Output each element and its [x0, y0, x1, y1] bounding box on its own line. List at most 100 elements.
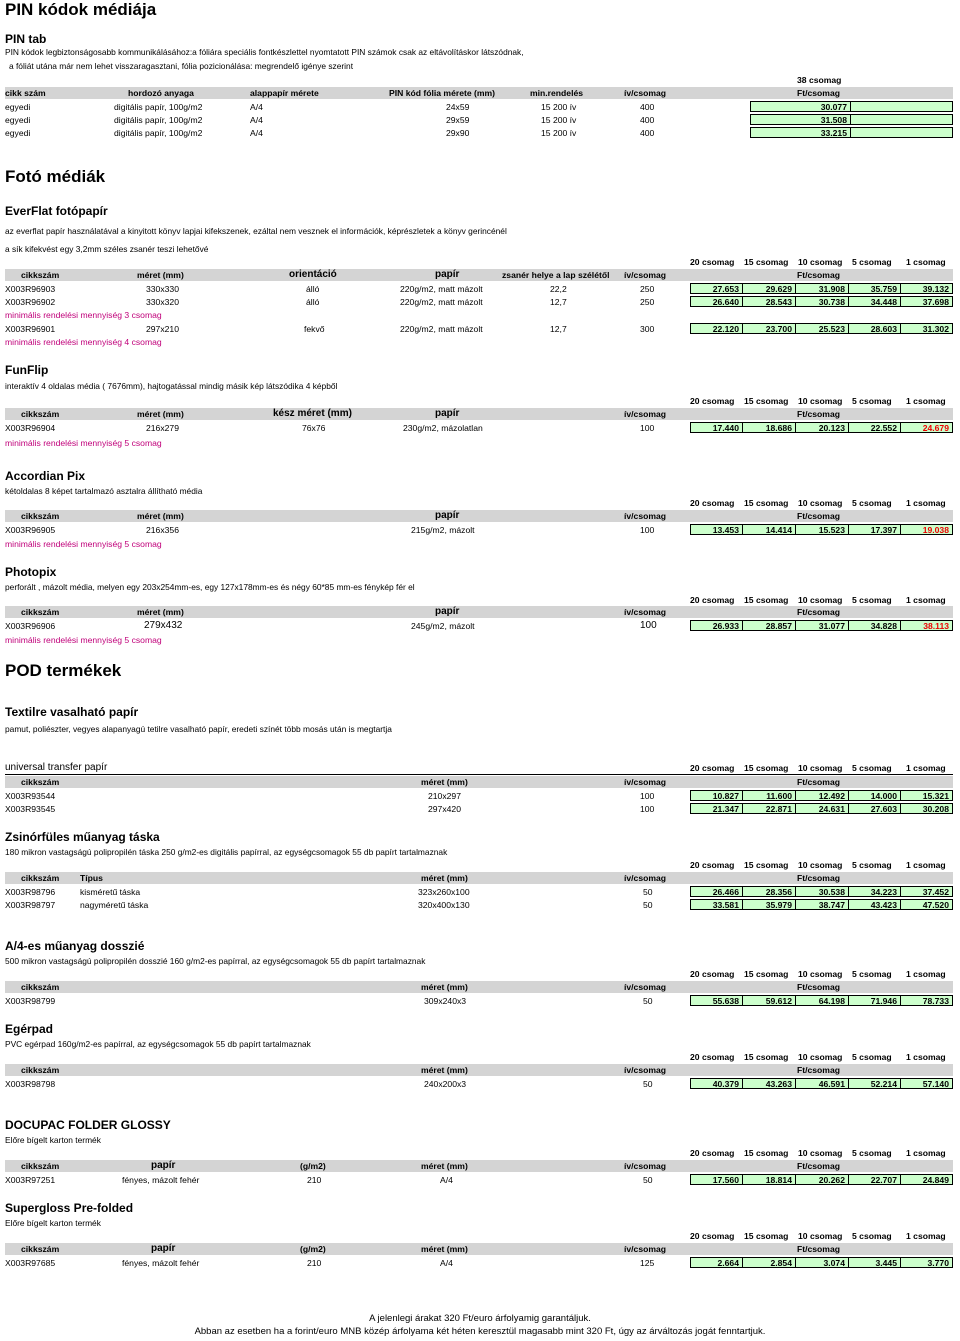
column-header: méret (mm): [421, 1065, 468, 1075]
cell-hinge: 22,2: [550, 284, 567, 294]
table-header: cikkszám méret (mm) orientáció papír zsa…: [5, 269, 953, 281]
column-header: min.rendelés: [530, 88, 584, 98]
cell-size: A/4: [440, 1175, 453, 1185]
cell-price: 18.686: [742, 422, 796, 433]
cell-size: 240x200x3: [424, 1079, 467, 1089]
tier-label: 20 csomag: [690, 498, 735, 508]
table-row: egyedi digitális papír, 100g/m2 A/4 29x5…: [0, 114, 960, 127]
cell-price: 18.814: [742, 1174, 796, 1185]
footer-note: A jelenlegi árakat 320 Ft/euro árfolyami…: [369, 1313, 591, 1324]
product-description: interaktív 4 oldalas média ( 7676mm), ha…: [5, 381, 338, 391]
min-order-note: minimális rendelési mennyiség 5 csomag: [5, 438, 162, 448]
cell-paper: fényes, mázolt fehér: [122, 1175, 200, 1185]
column-header: ív/csomag: [624, 607, 667, 617]
cell-price: 64.198: [795, 995, 849, 1006]
column-header: Ft/csomag: [797, 777, 840, 787]
cell-code: X003R98796: [5, 887, 56, 897]
product-heading-accordian-pix: Accordian Pix: [5, 469, 86, 483]
table-row: X003R96906 279x432 245g/m2, mázolt 100 2…: [0, 620, 960, 633]
cell-material: digitális papír, 100g/m2: [114, 102, 203, 112]
cell-empty: [850, 127, 953, 138]
column-header: cikkszám: [21, 777, 60, 787]
min-order-note: minimális rendelési mennyiség 5 csomag: [5, 635, 162, 645]
tier-label: 20 csomag: [690, 860, 735, 870]
tier-label: 10 csomag: [798, 257, 843, 267]
tier-label: 15 csomag: [744, 763, 789, 773]
cell-price: 2.664: [690, 1257, 743, 1268]
quantity-tiers: 20 csomag 15 csomag 10 csomag 5 csomag 1…: [690, 396, 950, 407]
cell-price: 43.263: [742, 1078, 796, 1089]
cell-price: 34.223: [848, 886, 901, 897]
column-header: Ft/csomag: [797, 270, 840, 280]
column-header: ív/csomag: [624, 873, 667, 883]
tier-label: 1 csomag: [906, 595, 946, 605]
cell-paper: 230g/m2, mázolatlan: [403, 423, 483, 433]
tier-label: 5 csomag: [852, 498, 892, 508]
cell-size: A/4: [250, 115, 263, 125]
section-title-foto: Fotó médiák: [5, 167, 106, 186]
cell-paper: 220g/m2, matt mázolt: [400, 324, 483, 334]
tier-label: 15 csomag: [744, 969, 789, 979]
product-description: PVC egérpad 160g/m2-es papírral, az egys…: [5, 1039, 311, 1049]
cell-sheets: 250: [640, 297, 655, 307]
cell-type: nagyméretű táska: [80, 900, 149, 910]
tier-label: 1 csomag: [906, 257, 946, 267]
footer-note: Abban az esetben ha a forint/euro MNB kö…: [194, 1326, 766, 1337]
cell-size: 320x400x130: [418, 900, 470, 910]
cell-size: 297x420: [428, 804, 461, 814]
product-heading-folder: A/4-es műanyag dosszié: [5, 939, 145, 953]
cell-price: 27.603: [848, 803, 901, 814]
table-row: X003R98799 309x240x3 50 55.638 59.612 64…: [0, 995, 960, 1008]
section-title-pod: POD termékek: [5, 661, 122, 680]
cell-price: 31.508: [750, 114, 851, 125]
tier-label: 15 csomag: [744, 1148, 789, 1158]
cell-price: 37.452: [900, 886, 953, 897]
column-header: kész méret (mm): [273, 408, 352, 419]
cell-sheets: 250: [640, 284, 655, 294]
column-header: (g/m2): [300, 1244, 326, 1254]
cell-price: 47.520: [900, 899, 953, 910]
product-heading-funflip: FunFlip: [5, 363, 49, 377]
cell-price: 46.591: [795, 1078, 849, 1089]
cell-paper: 220g/m2, matt mázolt: [400, 284, 483, 294]
column-header: Ft/csomag: [797, 873, 840, 883]
quantity-tiers: 20 csomag 15 csomag 10 csomag 5 csomag 1…: [690, 1052, 950, 1063]
cell-code: X003R97685: [5, 1258, 56, 1268]
column-header: alappapír mérete: [250, 88, 319, 98]
cell-price: 30.077: [750, 101, 851, 112]
cell-code: egyedi: [5, 128, 31, 138]
cell-hinge: 12,7: [550, 297, 567, 307]
product-heading-textile: Textilre vasalható papír: [5, 705, 139, 719]
cell-price: 22.871: [742, 803, 796, 814]
tier-label: 5 csomag: [852, 969, 892, 979]
cell-price: 13.453: [690, 524, 743, 535]
cell-price: 31.302: [900, 323, 953, 334]
cell-size: A/4: [440, 1258, 453, 1268]
table-header: cikkszám méret (mm) kész méret (mm) papí…: [5, 408, 953, 420]
column-header: hordozó anyaga: [128, 88, 194, 98]
table-row: X003R96901 297x210 fekvő 220g/m2, matt m…: [0, 323, 960, 336]
product-description: 180 mikron vastagságú polipropilén táska…: [5, 847, 448, 857]
column-header: PIN kód fólia mérete (mm): [389, 88, 496, 98]
cell-price: 2.854: [742, 1257, 796, 1268]
column-header: Ft/csomag: [797, 511, 840, 521]
cell-paper: fényes, mázolt fehér: [122, 1258, 200, 1268]
cell-price: 57.140: [900, 1078, 953, 1089]
cell-price: 43.423: [848, 899, 901, 910]
table-header: cikkszám Típus méret (mm) ív/csomag Ft/c…: [5, 872, 953, 884]
tier-label: 20 csomag: [690, 396, 735, 406]
tier-label: 1 csomag: [906, 1148, 946, 1158]
cell-price: 34.828: [848, 620, 901, 631]
cell-price: 34.448: [848, 296, 901, 307]
tier-label: 15 csomag: [744, 595, 789, 605]
cell-gsm: 210: [307, 1258, 322, 1268]
product-heading-photopix: Photopix: [5, 565, 57, 579]
column-header: Ft/csomag: [797, 1065, 840, 1075]
cell-price: 17.440: [690, 422, 743, 433]
cell-material: digitális papír, 100g/m2: [114, 115, 203, 125]
tier-label: 15 csomag: [744, 257, 789, 267]
tier-label: 15 csomag: [744, 1231, 789, 1241]
cell-code: X003R98798: [5, 1079, 56, 1089]
table-row: X003R97685 fényes, mázolt fehér 210 A/4 …: [0, 1257, 960, 1270]
column-header: papír: [435, 510, 460, 521]
